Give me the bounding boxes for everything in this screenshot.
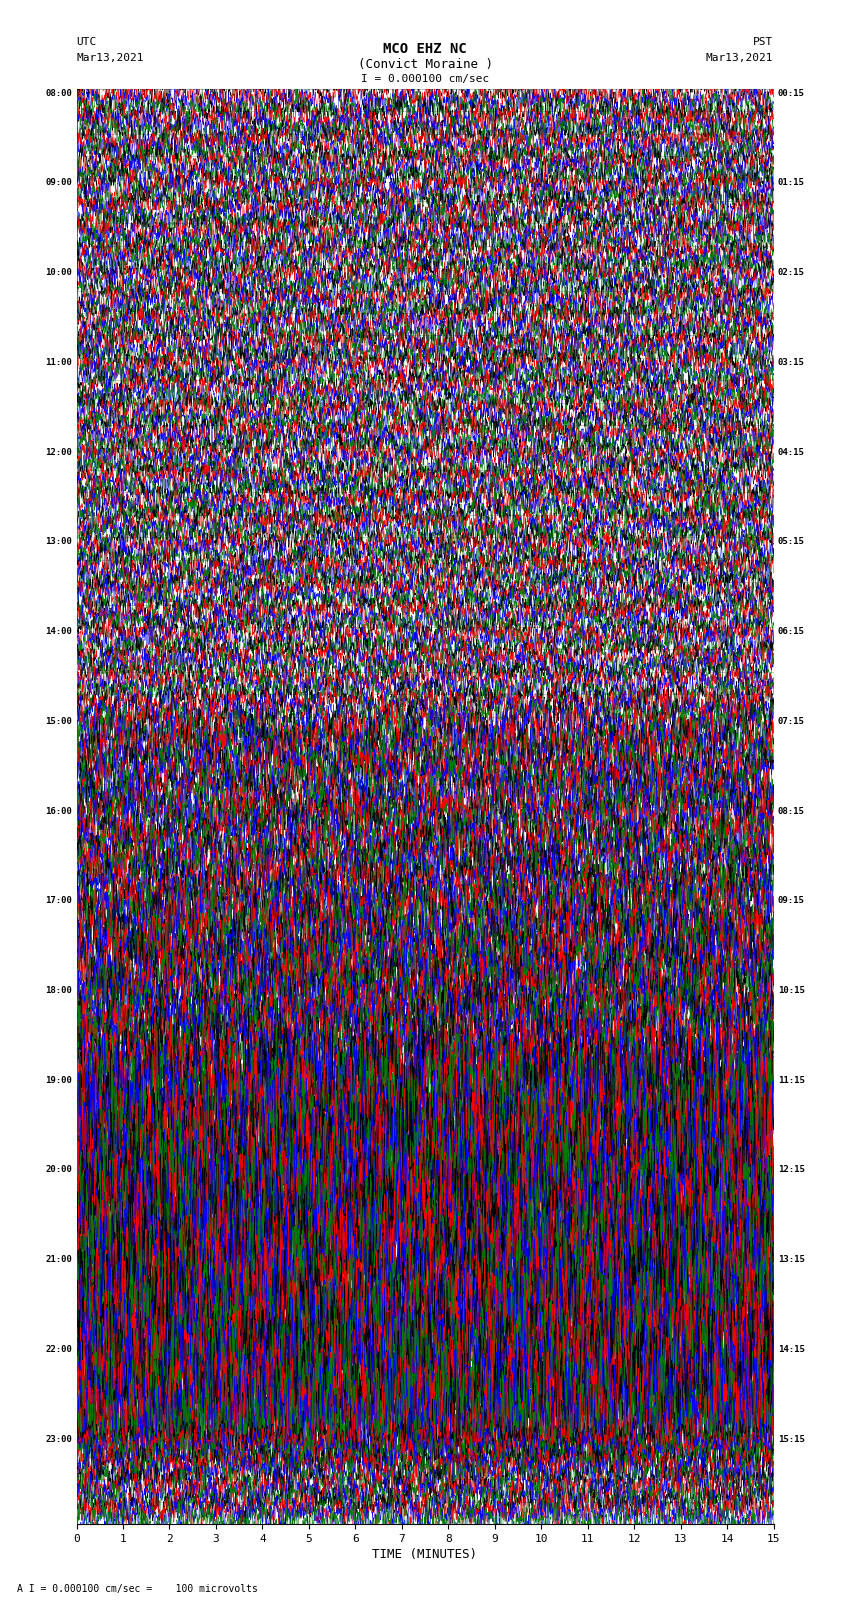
Text: 02:15: 02:15 [778, 268, 805, 277]
Text: 15:00: 15:00 [45, 716, 72, 726]
Text: (Convict Moraine ): (Convict Moraine ) [358, 58, 492, 71]
Text: 14:00: 14:00 [45, 627, 72, 636]
Text: 09:15: 09:15 [778, 897, 805, 905]
Text: I = 0.000100 cm/sec: I = 0.000100 cm/sec [361, 74, 489, 84]
X-axis label: TIME (MINUTES): TIME (MINUTES) [372, 1548, 478, 1561]
Text: 06:15: 06:15 [778, 627, 805, 636]
Text: 19:00: 19:00 [45, 1076, 72, 1084]
Text: Mar13,2021: Mar13,2021 [706, 53, 774, 63]
Text: PST: PST [753, 37, 774, 47]
Text: 10:00: 10:00 [45, 268, 72, 277]
Text: 14:15: 14:15 [778, 1345, 805, 1353]
Text: 21:00: 21:00 [45, 1255, 72, 1265]
Text: 03:15: 03:15 [778, 358, 805, 366]
Text: 08:15: 08:15 [778, 806, 805, 816]
Text: 09:00: 09:00 [45, 179, 72, 187]
Text: UTC: UTC [76, 37, 97, 47]
Text: A I = 0.000100 cm/sec =    100 microvolts: A I = 0.000100 cm/sec = 100 microvolts [17, 1584, 258, 1594]
Text: 12:15: 12:15 [778, 1165, 805, 1174]
Text: 07:15: 07:15 [778, 716, 805, 726]
Text: 18:00: 18:00 [45, 986, 72, 995]
Text: 01:15: 01:15 [778, 179, 805, 187]
Text: 10:15: 10:15 [778, 986, 805, 995]
Text: 04:15: 04:15 [778, 448, 805, 456]
Text: 17:00: 17:00 [45, 897, 72, 905]
Text: 16:00: 16:00 [45, 806, 72, 816]
Text: 08:00: 08:00 [45, 89, 72, 98]
Text: Mar13,2021: Mar13,2021 [76, 53, 144, 63]
Text: 23:00: 23:00 [45, 1434, 72, 1444]
Text: 12:00: 12:00 [45, 448, 72, 456]
Text: 00:15: 00:15 [778, 89, 805, 98]
Text: 15:15: 15:15 [778, 1434, 805, 1444]
Text: 11:00: 11:00 [45, 358, 72, 366]
Text: 13:15: 13:15 [778, 1255, 805, 1265]
Text: 13:00: 13:00 [45, 537, 72, 547]
Text: 20:00: 20:00 [45, 1165, 72, 1174]
Text: 22:00: 22:00 [45, 1345, 72, 1353]
Text: 11:15: 11:15 [778, 1076, 805, 1084]
Text: MCO EHZ NC: MCO EHZ NC [383, 42, 467, 56]
Text: 05:15: 05:15 [778, 537, 805, 547]
